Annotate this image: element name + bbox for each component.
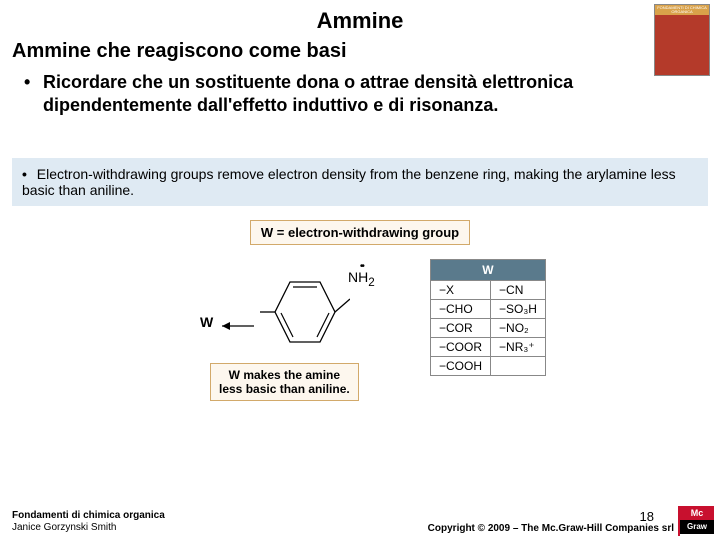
- bullet-text: Ricordare che un sostituente dona o attr…: [43, 71, 683, 116]
- w-definition-box: W = electron-withdrawing group: [250, 220, 470, 245]
- table-row: −X−CN: [431, 281, 546, 300]
- caption-line2: less basic than aniline.: [219, 382, 350, 396]
- footer-right: Copyright © 2009 – The Mc.Graw-Hill Comp…: [428, 523, 674, 534]
- cell: [491, 357, 546, 376]
- cell: −CN: [491, 281, 546, 300]
- book-title: Fondamenti di chimica organica: [12, 510, 165, 521]
- table-row: −COOH: [431, 357, 546, 376]
- table-row: −COR−NO₂: [431, 319, 546, 338]
- cell: −NO₂: [491, 319, 546, 338]
- nh2-group: •• NH2: [348, 265, 375, 289]
- slide-title: Ammine: [0, 0, 720, 34]
- cell: −COR: [431, 319, 491, 338]
- table-row: −CHO−SO₃H: [431, 300, 546, 319]
- ewg-text-bold: Electron-withdrawing groups remove elect…: [37, 166, 366, 182]
- w-groups-table: W −X−CN −CHO−SO₃H −COR−NO₂ −COOR−NR₃⁺ −C…: [430, 259, 546, 376]
- book-thumbnail: FONDAMENTI DI CHIMICA ORGANICA: [654, 4, 710, 76]
- cell: −CHO: [431, 300, 491, 319]
- author-name: Janice Gorzynski Smith: [12, 522, 116, 533]
- cell: −X: [431, 281, 491, 300]
- copyright-text: Copyright © 2009 – The Mc.Graw-Hill Comp…: [428, 523, 674, 534]
- nh2-sub: 2: [368, 276, 374, 289]
- publisher-logo: Mc Graw Hill: [680, 506, 714, 536]
- w-definition-text: W = electron-withdrawing group: [261, 225, 459, 240]
- bullet-item: • Ricordare che un sostituente dona o at…: [0, 67, 720, 116]
- cell: −COOH: [431, 357, 491, 376]
- caption-box: W makes the amine less basic than anilin…: [210, 363, 359, 401]
- w-substituent-label: W: [200, 314, 213, 330]
- ewg-statement-box: • Electron-withdrawing groups remove ele…: [12, 158, 708, 206]
- logo-bottom-text: Graw Hill: [680, 520, 714, 534]
- cell: −SO₃H: [491, 300, 546, 319]
- logo-top-text: Mc: [680, 506, 714, 520]
- footer: Fondamenti di chimica organica Janice Go…: [0, 510, 720, 534]
- cell: −COOR: [431, 338, 491, 357]
- ewg-bullet: •: [22, 166, 27, 182]
- cell: −NR₃⁺: [491, 338, 546, 357]
- w-definition-wrap: W = electron-withdrawing group: [0, 220, 720, 245]
- table-row: −COOR−NR₃⁺: [431, 338, 546, 357]
- w-table-header: W: [431, 260, 546, 281]
- nh2-text: NH: [348, 269, 368, 285]
- w-arrow-icon: [220, 319, 260, 333]
- diagram-area: •• NH2 W W makes the amine less basic th…: [100, 259, 620, 409]
- bullet-dot: •: [24, 71, 38, 94]
- benzene-ring: [260, 277, 350, 357]
- slide-subtitle: Ammine che reagiscono come basi: [0, 34, 720, 67]
- thumbnail-label: FONDAMENTI DI CHIMICA ORGANICA: [657, 6, 707, 14]
- caption-line1: W makes the amine: [229, 368, 340, 382]
